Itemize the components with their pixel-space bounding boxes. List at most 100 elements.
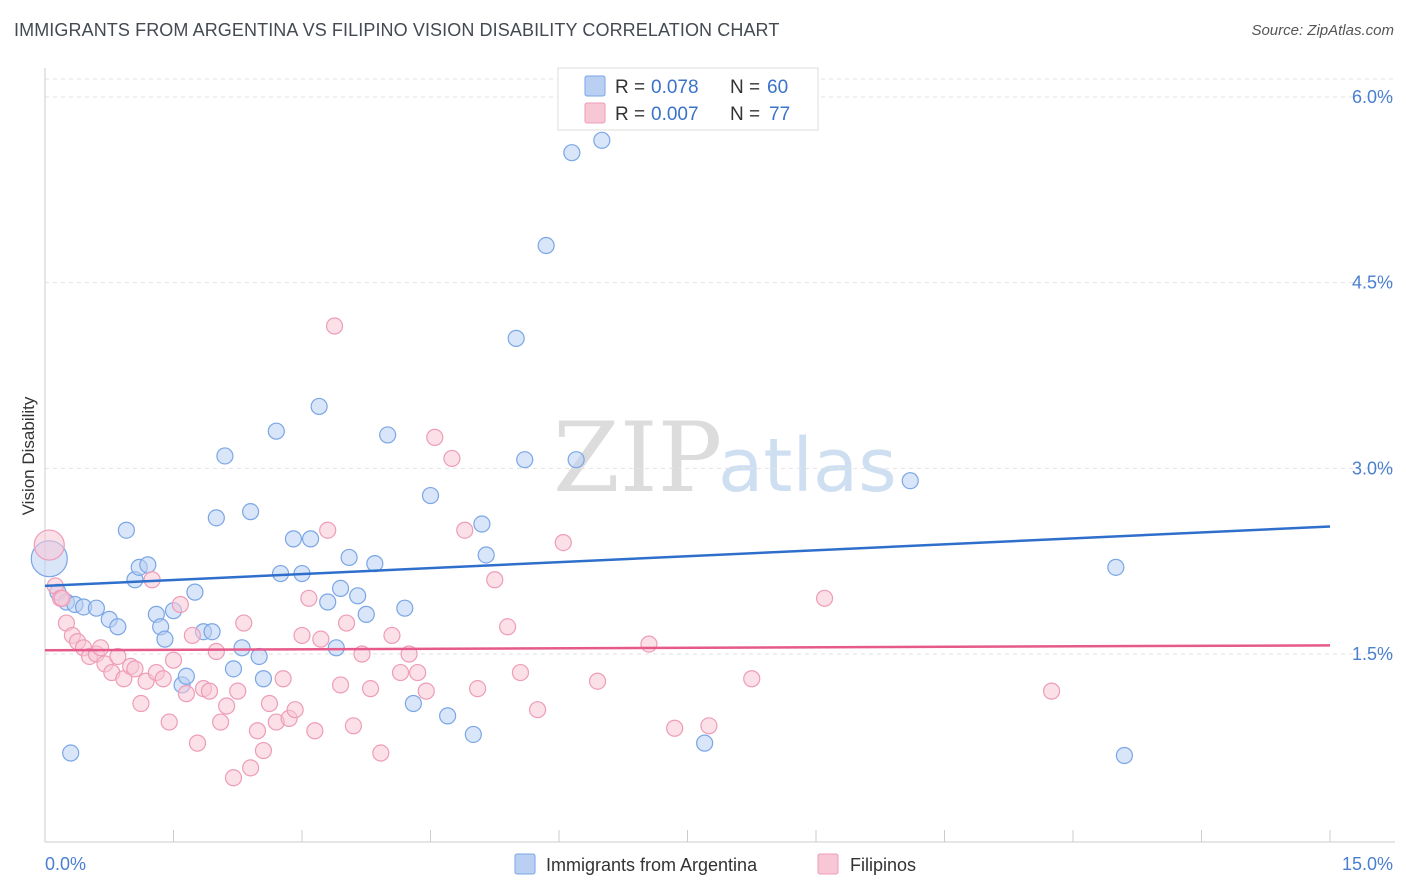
series-legend-swatch-argentina (514, 853, 536, 875)
point-filipinos-37 (254, 741, 273, 760)
series-legend-label-argentina: Immigrants from Argentina (546, 855, 758, 875)
point-filipinos-28 (200, 682, 219, 700)
chart-title: IMMIGRANTS FROM ARGENTINA VS FILIPINO VI… (14, 20, 780, 40)
legend-r-value-argentina: 0.078 (651, 77, 699, 98)
point-filipinos-43 (293, 626, 311, 645)
point-argentina-58 (1115, 746, 1134, 765)
point-argentina-21 (207, 509, 225, 527)
point-argentina-11 (139, 556, 157, 574)
point-filipinos-30 (212, 713, 230, 731)
point-argentina-25 (242, 503, 260, 521)
x-axis-ticks (173, 830, 1331, 842)
point-argentina-34 (319, 593, 337, 611)
trend-line-filipinos (44, 644, 1331, 652)
point-filipinos-76 (53, 589, 71, 607)
y-tick-label-1.5: 1.5% (1352, 644, 1393, 664)
point-filipinos-22 (164, 651, 183, 669)
trend-lines (44, 525, 1331, 652)
point-argentina-35 (327, 639, 345, 657)
point-filipinos-70 (640, 635, 658, 653)
legend-n-value-argentina: 60 (767, 77, 788, 98)
y-tick-label-4.5: 4.5% (1352, 273, 1393, 293)
point-filipinos-68 (554, 533, 572, 552)
point-filipinos-44 (300, 589, 318, 607)
point-filipinos-29 (207, 642, 225, 661)
series-legend-label-filipinos: Filipinos (850, 855, 916, 875)
watermark-atlas: atlas (718, 423, 897, 509)
point-argentina-5 (87, 599, 106, 617)
point-argentina-26 (250, 647, 268, 666)
point-argentina-44 (421, 486, 440, 505)
point-filipinos-33 (229, 682, 247, 700)
point-filipinos-25 (183, 626, 201, 645)
point-filipinos-34 (235, 614, 253, 632)
point-argentina-59 (62, 744, 80, 762)
point-filipinos-65 (499, 618, 517, 636)
point-filipinos-63 (469, 680, 487, 698)
point-argentina-42 (396, 599, 414, 617)
point-filipinos-55 (383, 626, 401, 645)
y-tick-label-6: 6.0% (1352, 87, 1393, 107)
point-filipinos-54 (372, 744, 390, 762)
point-filipinos-15 (126, 660, 144, 678)
legend-r-label-argentina: R = (615, 77, 645, 98)
point-filipinos-50 (337, 614, 356, 632)
trend-line-argentina (44, 525, 1331, 588)
point-filipinos-67 (528, 701, 547, 719)
point-filipinos-36 (248, 722, 267, 740)
legend-swatch-argentina (584, 75, 606, 97)
point-argentina-27 (254, 670, 273, 688)
point-filipinos-31 (218, 697, 236, 715)
point-argentina-24 (233, 639, 251, 657)
point-argentina-53 (567, 451, 585, 469)
point-filipinos-40 (274, 670, 292, 688)
point-filipinos-61 (443, 449, 461, 468)
point-filipinos-74 (815, 589, 834, 607)
point-filipinos-42 (286, 701, 304, 719)
point-filipinos-62 (456, 521, 474, 539)
point-argentina-8 (117, 521, 135, 539)
stats-legend: R = 0.078 N = 60 R = 0.007 N = 77 (557, 67, 819, 131)
point-argentina-55 (696, 734, 714, 752)
point-filipinos-69 (588, 672, 607, 690)
point-argentina-52 (563, 144, 581, 162)
point-filipinos-38 (260, 694, 279, 713)
point-argentina-20 (203, 623, 221, 641)
legend-n-label-filipinos: N = (730, 104, 760, 125)
point-argentina-7 (109, 618, 127, 636)
point-filipinos-66 (511, 663, 530, 682)
legend-n-label-argentina: N = (730, 77, 760, 98)
legend-n-value-filipinos: 77 (769, 104, 790, 125)
point-filipinos-47 (319, 521, 337, 539)
point-filipinos-75 (1042, 682, 1061, 700)
point-argentina-43 (404, 694, 422, 713)
point-filipinos-60 (426, 428, 444, 446)
point-filipinos-26 (188, 734, 207, 752)
point-argentina-32 (301, 530, 320, 548)
y-tick-label-3: 3.0% (1352, 458, 1393, 478)
series-legend-swatch-filipinos (817, 853, 839, 875)
point-argentina-14 (156, 630, 174, 648)
point-argentina-47 (473, 515, 491, 533)
point-argentina-33 (310, 397, 328, 416)
point-filipinos-20 (154, 670, 172, 688)
point-argentina-50 (516, 451, 534, 469)
point-filipinos-64 (486, 571, 504, 589)
y-tick-labels: 1.5% 3.0% 4.5% 6.0% (1352, 87, 1393, 664)
point-argentina-49 (507, 329, 525, 347)
point-filipinos-71 (666, 719, 684, 737)
point-filipinos-56 (391, 663, 410, 682)
point-argentina-18 (186, 583, 204, 601)
point-argentina-38 (349, 587, 367, 605)
point-filipinos-12 (109, 647, 127, 666)
point-argentina-23 (224, 660, 243, 678)
point-filipinos-23 (171, 595, 189, 614)
point-filipinos-24 (177, 685, 195, 703)
point-filipinos-72 (700, 717, 718, 735)
legend-r-label-filipinos: R = (615, 104, 645, 125)
point-filipinos-48 (325, 317, 344, 335)
point-filipinos-53 (361, 680, 380, 698)
point-filipinos-0 (33, 529, 65, 561)
gridlines (45, 78, 1395, 655)
